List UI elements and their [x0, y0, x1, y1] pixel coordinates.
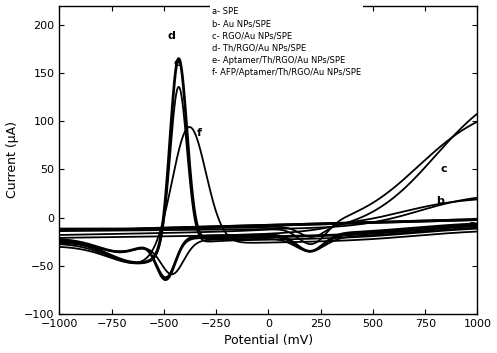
Y-axis label: Current (μA): Current (μA) [5, 121, 18, 198]
Text: b: b [436, 196, 444, 206]
Text: e: e [174, 58, 181, 68]
Text: d: d [168, 31, 176, 41]
Text: f: f [197, 128, 202, 138]
Text: c: c [441, 164, 447, 174]
Text: a: a [469, 220, 476, 231]
X-axis label: Potential (mV): Potential (mV) [224, 334, 313, 347]
Text: a- SPE
b- Au NPs/SPE
c- RGO/Au NPs/SPE
d- Th/RGO/Au NPs/SPE
e- Aptamer/Th/RGO/Au: a- SPE b- Au NPs/SPE c- RGO/Au NPs/SPE d… [212, 7, 361, 77]
